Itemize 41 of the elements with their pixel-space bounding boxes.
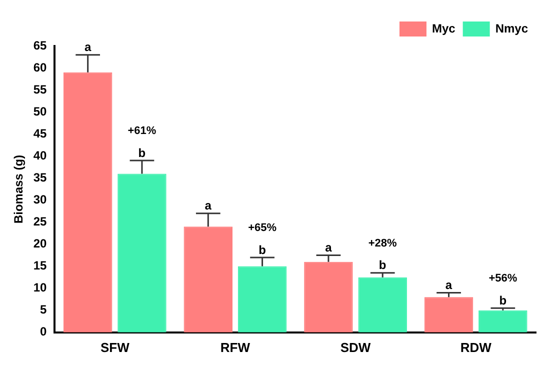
data-label: a — [204, 198, 212, 213]
x-tick-label: SFW — [100, 340, 130, 355]
y-tick-label: 65 — [33, 38, 48, 52]
y-tick-label: 45 — [33, 126, 48, 140]
x-tick-label: RDW — [460, 340, 492, 355]
legend-label: Myc — [432, 21, 456, 36]
y-tick-label: 60 — [33, 60, 48, 74]
bar — [478, 310, 528, 332]
y-tick-label: 10 — [33, 280, 48, 295]
x-tick-label: RFW — [220, 340, 251, 355]
bar — [238, 266, 287, 332]
x-tick-label: SDW — [340, 340, 372, 355]
bar — [118, 174, 166, 332]
bar — [63, 72, 112, 332]
y-tick-label: 40 — [33, 148, 48, 162]
bar — [184, 226, 233, 332]
annotation: +56% — [488, 272, 518, 285]
y-tick-label: 50 — [33, 104, 48, 118]
y-axis-title: Biomass (g) — [12, 154, 26, 224]
y-tick-label: 55 — [33, 82, 48, 96]
data-label: b — [138, 146, 146, 160]
data-label: b — [499, 293, 507, 308]
bar — [358, 277, 407, 332]
data-label: b — [258, 242, 266, 257]
annotation: +65% — [248, 222, 277, 234]
y-tick-label: 0 — [40, 324, 48, 339]
y-tick-label: 15 — [33, 258, 48, 273]
data-label: a — [445, 278, 452, 292]
annotation: +28% — [368, 237, 398, 250]
y-tick-label: 30 — [33, 192, 48, 207]
bar — [304, 262, 353, 332]
y-tick-label: 20 — [33, 236, 48, 251]
data-label: a — [84, 40, 92, 54]
y-tick-label: 25 — [33, 214, 48, 229]
y-tick-label: 35 — [33, 170, 48, 184]
bar — [424, 297, 474, 332]
data-label: a — [325, 240, 332, 255]
annotation: +61% — [128, 125, 156, 138]
legend-label: Nmyc — [495, 21, 528, 36]
data-label: b — [378, 258, 386, 272]
y-tick-label: 5 — [40, 302, 48, 317]
